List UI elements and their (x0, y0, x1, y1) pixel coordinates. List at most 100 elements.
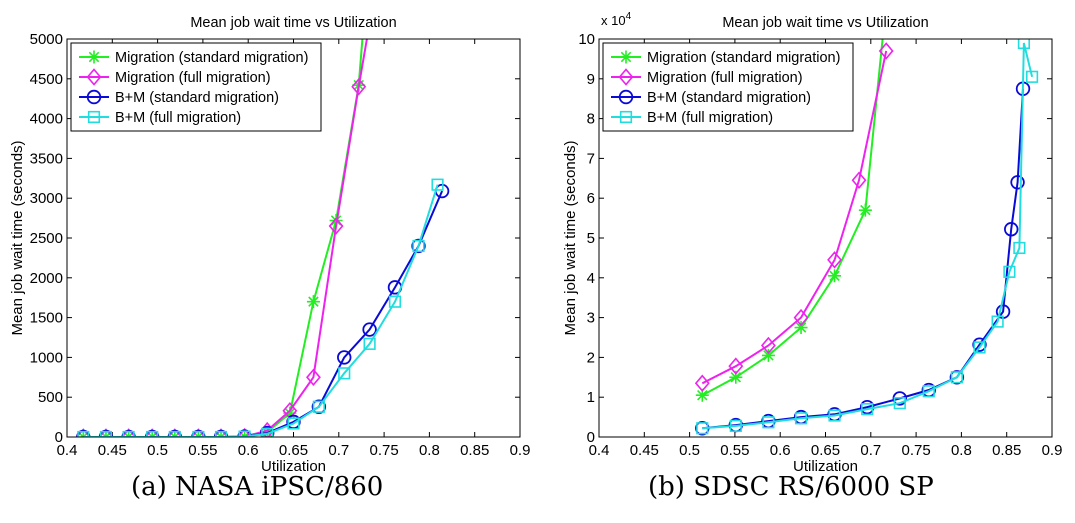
chart-b-x-tick-label: 0.5 (679, 442, 700, 459)
chart-b-legend-entry: B+M (full migration) (647, 110, 773, 126)
chart-b-data-point (761, 348, 775, 362)
chart-a-data-point (213, 428, 229, 437)
chart-b-data-point (1010, 175, 1025, 190)
chart-a-data-point (98, 429, 114, 437)
chart-b-data-point (760, 336, 776, 355)
chart-a-y-axis-label: Mean job wait time (seconds) (9, 140, 26, 335)
chart-b-series-3 (696, 39, 1039, 435)
chart-b-legend-entry: Migration (full migration) (647, 70, 803, 86)
chart-b-data-point (878, 42, 894, 60)
chart-a-data-point (144, 429, 160, 437)
chart-b-series-line (702, 88, 1024, 430)
chart-a-data-point (144, 428, 160, 437)
chart-b-data-point (1003, 265, 1016, 278)
chart-a-data-point (75, 428, 91, 437)
chart-b-data-point (695, 388, 709, 402)
chart-a-data-point (306, 368, 321, 387)
chart-a-y-tick-label: 4500 (30, 71, 63, 88)
chart-a-y-tick-label: 4000 (30, 111, 63, 128)
chart-a-data-point (98, 428, 114, 437)
chart-b-data-point (892, 391, 907, 406)
chart-a-data-point (77, 430, 90, 437)
chart-a-x-tick-label: 0.9 (510, 442, 531, 459)
chart-b-y-multiplier-exponent: 4 (626, 11, 632, 22)
chart-a-data-point (213, 429, 229, 437)
chart-a-y-tick-label: 1500 (30, 310, 63, 327)
chart-b-data-point (729, 370, 743, 384)
chart-a-title: Mean job wait time vs Utilization (190, 15, 396, 31)
chart-a-legend-marker (87, 50, 101, 64)
chart-a-series-3 (77, 178, 444, 437)
chart-a-y-tick-label: 500 (38, 389, 63, 406)
chart-a-y-tick-label: 0 (55, 429, 63, 446)
chart-a-data-point (338, 367, 351, 380)
chart-b-y-tick-label: 4 (587, 270, 595, 287)
chart-b-y-tick-label: 0 (587, 429, 595, 446)
chart-b-data-point (991, 315, 1004, 328)
chart-b-legend-marker (619, 110, 633, 124)
chart-a-legend-marker (86, 68, 102, 86)
chart-b-data-point (1025, 70, 1039, 83)
chart-b-data-point (858, 203, 872, 217)
chart-b-data-point (828, 409, 841, 422)
chart-a-x-tick-label: 0.6 (238, 442, 259, 459)
chart-b-data-point (794, 412, 808, 425)
chart-a-x-tick-label: 0.5 (147, 442, 168, 459)
chart-a-y-tick-label: 3000 (30, 190, 63, 207)
chart-a-data-point (328, 217, 344, 235)
chart-b-y-axis-label: Mean job wait time (seconds) (562, 140, 579, 335)
chart-a-series-line (83, 184, 439, 437)
chart-a-legend-entry: Migration (standard migration) (115, 50, 308, 66)
chart-a-x-tick-label: 0.7 (328, 442, 349, 459)
chart-a-data-point (167, 429, 183, 437)
chart-b-data-point (973, 341, 986, 354)
chart-b-data-point (694, 374, 710, 393)
chart-a-data-point (306, 295, 320, 309)
chart-b-data-point (893, 397, 906, 410)
chart-a-legend-entry: Migration (full migration) (115, 70, 271, 86)
chart-b-data-point (696, 422, 709, 435)
chart-b-data-point (793, 308, 809, 327)
chart-a-x-tick-label: 0.45 (98, 442, 127, 459)
chart-a-data-point (261, 427, 274, 437)
chart-b-data-point (922, 385, 935, 398)
chart-b-y-tick-label: 10 (578, 31, 595, 48)
chart-b-series-2 (695, 81, 1031, 436)
chart-b-y-tick-label: 7 (587, 150, 595, 167)
chart-a-data-point (362, 322, 377, 337)
chart-a-data-point (412, 239, 425, 253)
chart-a-data-point (167, 428, 183, 437)
chart-b-x-axis-label: Utilization (793, 458, 858, 475)
chart-b-legend-entry: Migration (standard migration) (647, 50, 840, 66)
chart-a-data-point (431, 178, 444, 191)
chart-a-data-point (287, 417, 300, 430)
chart-a-data-point (411, 238, 426, 254)
chart-b-series-1 (694, 42, 894, 393)
chart-b-data-point (851, 171, 867, 190)
chart-a-legend-marker (86, 89, 102, 105)
chart-b-data-point (1017, 39, 1031, 50)
chart-a-data-point (192, 430, 205, 437)
chart-b-legend-marker (618, 89, 634, 105)
chart-a-data-point (121, 428, 137, 437)
chart-b-title: Mean job wait time vs Utilization (722, 15, 928, 31)
chart-b-legend-box (602, 42, 854, 132)
chart-b-x-tick-label: 0.4 (589, 442, 610, 459)
chart-a-data-point (99, 430, 113, 437)
chart-a-legend-entry: B+M (standard migration) (115, 90, 279, 106)
caption-a: (a) NASA iPSC/860 (131, 472, 384, 502)
chart-a-data-point (283, 406, 297, 420)
chart-b-x-tick-label: 0.85 (992, 442, 1021, 459)
chart-b-data-point (827, 251, 842, 269)
chart-a-legend-marker (87, 110, 101, 124)
chart-b-y-multiplier-base: x 10 (601, 13, 626, 28)
chart-b-y-tick-label: 1 (587, 389, 595, 406)
chart-b-data-point (728, 357, 744, 375)
chart-b-data-point (949, 370, 965, 385)
chart-a-legend-entry: B+M (full migration) (115, 110, 241, 126)
chart-a-x-tick-label: 0.65 (279, 442, 308, 459)
chart-a-data-point (76, 429, 91, 437)
chart-a-data-point (363, 337, 376, 350)
chart-b-legend-marker (618, 68, 634, 86)
chart-a-y-tick-label: 5000 (30, 31, 63, 48)
